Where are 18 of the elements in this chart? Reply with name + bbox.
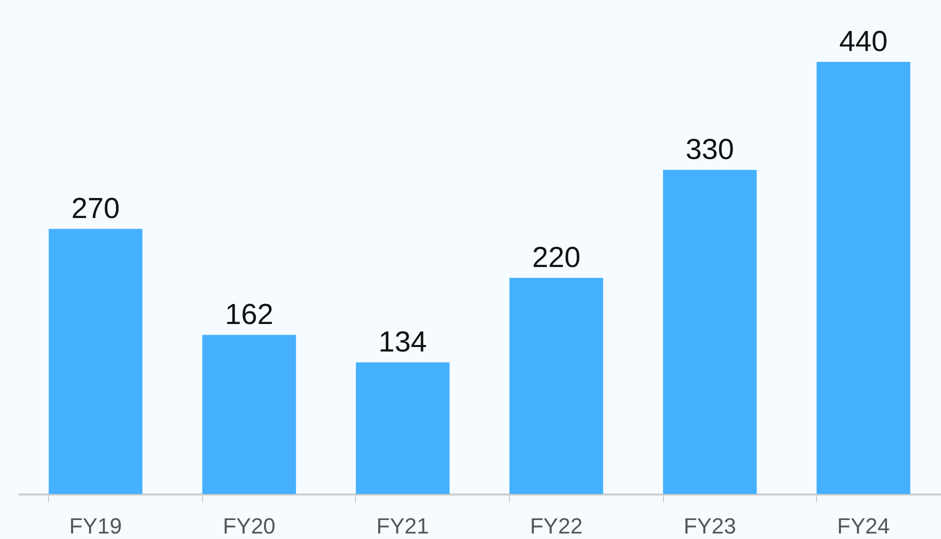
x-tick-label: FY19 (69, 514, 122, 538)
x-tick-label: FY22 (530, 514, 583, 538)
x-tick-label: FY23 (684, 514, 736, 538)
data-label: 330 (686, 134, 734, 166)
bar (509, 278, 604, 494)
x-tick-label: FY24 (837, 514, 890, 538)
data-label: 440 (839, 26, 888, 58)
bar (816, 62, 910, 494)
bar (663, 170, 757, 494)
data-label: 220 (532, 242, 580, 274)
data-label: 134 (378, 326, 427, 358)
bar (356, 362, 450, 494)
data-label: 270 (71, 192, 120, 225)
x-tick-label: FY20 (222, 514, 276, 538)
bar (202, 334, 296, 494)
data-label: 162 (224, 298, 274, 331)
x-tick-label: FY21 (376, 514, 430, 538)
bar (48, 228, 142, 494)
